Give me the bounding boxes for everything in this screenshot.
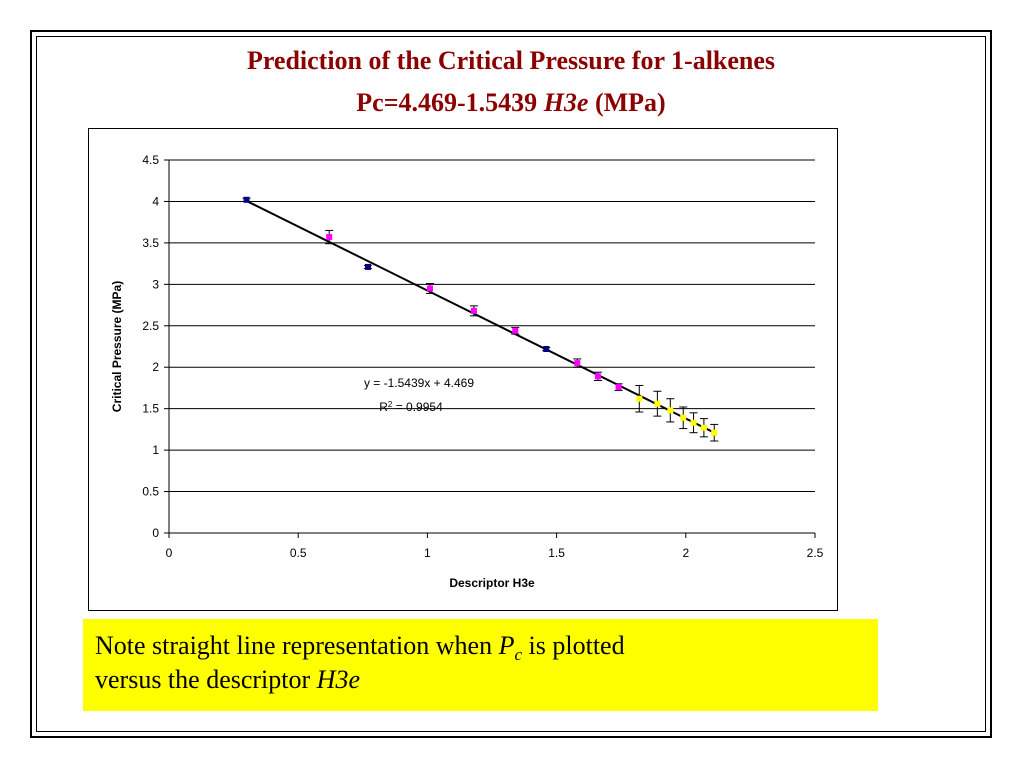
equation-label: y = -1.5439x + 4.469	[364, 376, 474, 390]
slide-subtitle-equation: Pc=4.469-1.5439 H3e (MPa)	[36, 86, 986, 120]
data-point	[511, 326, 520, 335]
r-squared-value: = 0.9954	[392, 400, 443, 414]
data-point	[653, 390, 662, 417]
note-subscript-c: c	[514, 645, 523, 664]
gridlines	[169, 159, 815, 493]
r-squared-label: R2 = 0.9954	[379, 400, 443, 415]
data-point	[469, 305, 478, 317]
x-tick-label: 2	[682, 546, 689, 560]
data-point	[614, 383, 623, 391]
note-text-1: Note straight line representation when	[95, 631, 499, 660]
point-marker	[615, 384, 622, 391]
point-marker	[470, 307, 477, 314]
point-marker	[364, 263, 371, 270]
y-tick-label: 1	[152, 443, 159, 457]
data-point	[593, 371, 602, 381]
data-point	[635, 384, 644, 413]
x-tick-label: 2.5	[807, 546, 824, 560]
data-point	[679, 406, 688, 430]
y-tick-label: 4.5	[142, 153, 159, 167]
note-callout: Note straight line representation when P…	[83, 619, 878, 711]
point-marker	[711, 429, 718, 436]
x-tick-label: 1.5	[548, 546, 565, 560]
trendline-group	[246, 200, 715, 434]
point-marker	[326, 234, 333, 241]
point-marker	[574, 360, 581, 367]
data-point	[542, 345, 551, 352]
point-marker	[543, 345, 550, 352]
point-marker	[426, 285, 433, 292]
note-text-3: versus the descriptor	[95, 665, 317, 694]
y-tick-label: 4	[152, 194, 159, 208]
trendline	[246, 200, 715, 434]
slide-frame-outer	[30, 30, 992, 738]
data-point	[710, 423, 719, 442]
y-tick-label: 3	[152, 277, 159, 291]
y-tick-label: 2.5	[142, 319, 159, 333]
data-point	[242, 196, 251, 203]
y-tick-label: 3.5	[142, 236, 159, 250]
x-axis-label: Descriptor H3e	[449, 576, 535, 590]
x-tick-label: 1	[424, 546, 431, 560]
data-point	[363, 263, 372, 270]
r-squared-prefix: R	[379, 400, 388, 414]
y-tick-labels: 0 0.5 1 1.5 2 2.5 3 3.5 4 4.5	[142, 153, 159, 540]
slide-title: Prediction of the Critical Pressure for …	[246, 46, 776, 75]
equation-variable: H3e	[543, 88, 589, 117]
chart-area: 0 0.5 1 1.5 2 2.5 3 3.5 4 4.5 0 0.5 1 1.5 2 2.5 y = -1…	[88, 128, 838, 611]
equation-suffix: (MPa)	[588, 88, 666, 117]
axes	[164, 159, 816, 538]
data-point	[699, 418, 708, 438]
slide-frame-inner	[36, 36, 986, 732]
x-tick-label: 0	[166, 546, 173, 560]
data-point	[666, 398, 675, 423]
note-text-2: is plotted	[522, 631, 625, 660]
note-variable-p: P	[498, 631, 515, 660]
point-marker	[243, 196, 250, 203]
data-point	[325, 229, 334, 245]
y-axis-label: Critical Pressure (MPa)	[110, 281, 124, 412]
y-tick-label: 0.5	[142, 485, 159, 499]
data-point	[425, 283, 434, 294]
point-marker	[654, 400, 661, 407]
data-points	[242, 196, 719, 442]
point-marker	[700, 424, 707, 431]
point-marker	[680, 414, 687, 421]
x-tick-label: 0.5	[290, 546, 307, 560]
point-marker	[594, 373, 601, 380]
y-tick-label: 1.5	[142, 402, 159, 416]
point-marker	[636, 395, 643, 402]
point-marker	[690, 419, 697, 426]
x-tick-labels: 0 0.5 1 1.5 2 2.5	[166, 546, 824, 560]
equation-prefix: Pc=4.469-1.5439	[356, 88, 544, 117]
point-marker	[667, 407, 674, 414]
data-point	[573, 358, 582, 368]
data-point	[689, 412, 698, 434]
note-variable-h3e: H3e	[316, 665, 360, 694]
r-squared-superscript: 2	[388, 400, 393, 409]
point-marker	[512, 327, 519, 334]
y-tick-label: 2	[152, 360, 159, 374]
y-tick-label: 0	[152, 526, 159, 540]
scatter-chart: 0 0.5 1 1.5 2 2.5 3 3.5 4 4.5 0 0.5 1 1.5 2 2.5 y = -1…	[110, 153, 824, 590]
